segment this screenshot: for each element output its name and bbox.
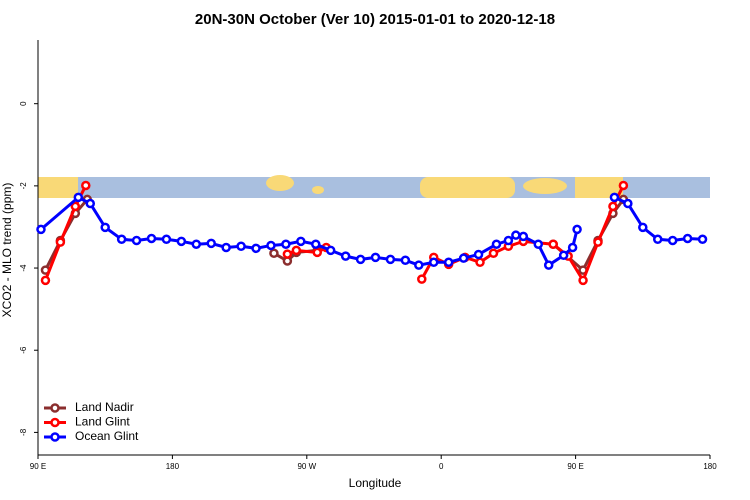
x-axis-label: Longitude	[349, 476, 402, 490]
data-point	[191, 239, 202, 249]
x-tick-label: 90 W	[297, 462, 316, 471]
data-point	[697, 234, 708, 245]
data-point	[623, 198, 633, 209]
data-point	[146, 233, 157, 244]
data-point	[572, 224, 582, 235]
data-point	[161, 234, 172, 245]
data-point	[543, 260, 554, 270]
y-axis-label: XCO2 - MLO trend (ppm)	[0, 183, 14, 318]
map-band	[38, 175, 710, 198]
series-line	[44, 198, 89, 271]
data-point	[296, 236, 306, 247]
data-point	[548, 239, 558, 249]
data-point	[85, 198, 96, 209]
data-point	[518, 231, 529, 242]
data-point	[73, 192, 84, 203]
data-point	[618, 180, 629, 191]
data-point	[511, 230, 521, 240]
data-point	[652, 234, 663, 245]
chart-title: 20N-30N October (Ver 10) 2015-01-01 to 2…	[195, 11, 555, 28]
data-point	[491, 239, 502, 249]
data-point	[682, 233, 693, 244]
data-point	[488, 248, 499, 259]
data-point	[558, 250, 569, 261]
data-point	[311, 239, 321, 249]
data-point	[667, 235, 678, 246]
data-point	[385, 254, 396, 265]
y-tick-label: 0	[19, 101, 28, 106]
data-point	[355, 254, 366, 265]
data-point	[236, 241, 246, 252]
legend-label: Land Nadir	[75, 400, 134, 414]
x-tick-label: 90 E	[30, 462, 46, 471]
x-tick-label: 90 E	[567, 462, 583, 471]
legend-marker	[50, 417, 60, 428]
data-point	[176, 236, 187, 247]
data-point	[131, 235, 142, 246]
data-point	[269, 248, 279, 259]
data-point	[266, 240, 276, 251]
data-point	[593, 237, 603, 247]
data-point	[567, 242, 578, 253]
data-point	[312, 247, 323, 258]
data-point	[206, 238, 216, 249]
legend-label: Ocean Glint	[75, 429, 139, 443]
data-point	[608, 201, 618, 212]
data-point	[291, 245, 302, 256]
data-point	[55, 237, 66, 247]
data-point	[251, 243, 261, 254]
data-point	[533, 239, 544, 249]
data-point	[282, 249, 293, 259]
data-point	[116, 234, 127, 245]
data-point	[221, 242, 231, 253]
y-tick-label: -2	[19, 182, 28, 190]
data-point	[458, 253, 469, 263]
y-tick-label: -6	[19, 346, 28, 354]
data-point	[36, 224, 46, 235]
data-point	[340, 251, 351, 261]
data-point	[428, 257, 439, 268]
data-point	[325, 245, 336, 256]
data-point	[70, 201, 81, 212]
data-point	[503, 235, 514, 246]
legend-marker	[50, 403, 60, 413]
data-point	[400, 255, 411, 265]
x-tick-label: 180	[166, 462, 180, 471]
legend-label: Land Glint	[75, 415, 130, 429]
data-point	[81, 180, 91, 191]
data-point	[40, 275, 51, 286]
data-point	[473, 249, 484, 260]
data-point	[475, 257, 485, 268]
x-tick-label: 180	[703, 462, 717, 471]
x-tick-label: 0	[439, 462, 444, 471]
data-point	[370, 252, 381, 263]
data-point	[578, 275, 588, 286]
data-point	[417, 274, 427, 284]
series-line	[286, 246, 327, 256]
data-point	[609, 192, 620, 203]
y-tick-label: -8	[19, 428, 28, 436]
data-point	[638, 222, 648, 233]
data-point	[443, 257, 454, 268]
legend-marker	[50, 432, 60, 442]
y-tick-label: -4	[19, 264, 28, 272]
data-point	[100, 222, 110, 233]
data-point	[414, 260, 424, 270]
data-point	[281, 239, 291, 249]
